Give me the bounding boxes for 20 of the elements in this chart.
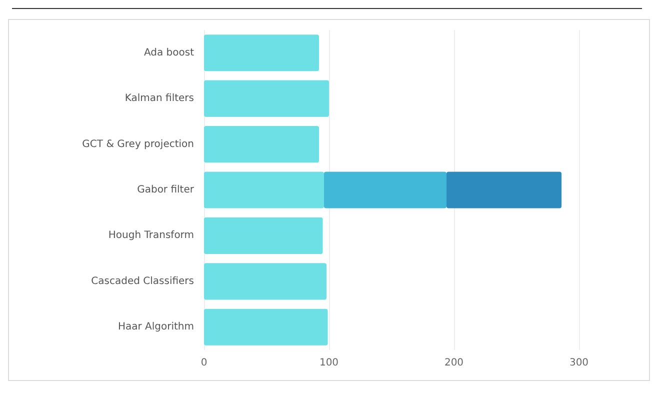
x-tick-label: 100 <box>319 358 339 368</box>
bar <box>204 80 329 117</box>
bar <box>204 126 319 163</box>
bar <box>324 172 446 208</box>
y-tick-label: Hough Transform <box>108 230 194 242</box>
bar <box>446 172 562 208</box>
y-tick-label: Gabor filter <box>137 184 195 196</box>
x-tick-label: 300 <box>569 358 589 368</box>
bar <box>204 308 328 346</box>
bar <box>204 172 324 208</box>
y-tick-label: Ada boost <box>144 47 194 58</box>
bar <box>204 34 319 72</box>
y-tick-label: GCT & Grey projection <box>82 138 194 150</box>
y-tick-label: Cascaded Classifiers <box>91 276 194 287</box>
y-tick-label: Kalman filters <box>124 93 194 104</box>
bar <box>204 263 326 300</box>
y-tick-label: Haar Algorithm <box>118 322 194 333</box>
bar <box>204 217 323 254</box>
x-tick-label: 0 <box>200 358 208 368</box>
x-tick-label: 200 <box>444 358 464 368</box>
